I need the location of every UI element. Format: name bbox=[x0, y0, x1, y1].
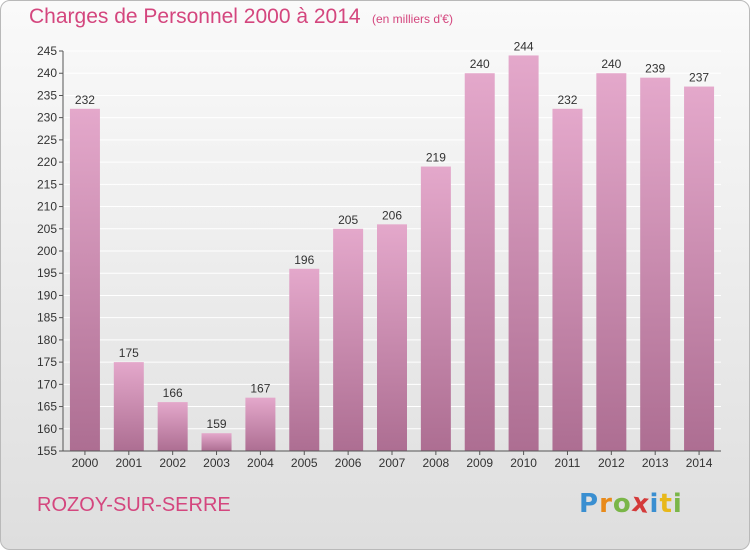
bar bbox=[69, 108, 100, 452]
bar-value-label: 167 bbox=[250, 382, 270, 396]
y-tick-label: 230 bbox=[37, 111, 57, 125]
chart-subtitle: (en milliers d'€) bbox=[372, 12, 453, 26]
x-tick-label: 2000 bbox=[72, 456, 99, 470]
bars: 232 175 166 159 167 196 205 206 219 240 244 232 240 2… bbox=[69, 39, 715, 452]
bar bbox=[289, 268, 320, 451]
bar bbox=[596, 73, 627, 451]
bar-value-label: 159 bbox=[207, 417, 227, 431]
bar bbox=[157, 402, 188, 451]
x-tick-label: 2011 bbox=[555, 456, 581, 470]
bar bbox=[552, 108, 583, 452]
y-tick-label: 195 bbox=[37, 266, 57, 280]
x-tick-label: 2008 bbox=[423, 456, 450, 470]
y-tick-label: 235 bbox=[37, 88, 57, 102]
y-tick-label: 155 bbox=[37, 444, 57, 458]
x-tick-label: 2006 bbox=[335, 456, 362, 470]
y-tick-label: 240 bbox=[37, 66, 57, 80]
bar-value-label: 175 bbox=[119, 346, 139, 360]
logo-letter: i bbox=[672, 489, 683, 519]
bar-value-label: 206 bbox=[382, 208, 402, 222]
x-tick-label: 2005 bbox=[291, 456, 318, 470]
bar bbox=[201, 433, 232, 451]
y-tick-label: 225 bbox=[37, 133, 57, 147]
x-tick-label: 2010 bbox=[510, 456, 537, 470]
bar bbox=[508, 55, 539, 451]
y-tick-label: 220 bbox=[37, 155, 57, 169]
bar bbox=[684, 86, 715, 452]
bar bbox=[245, 397, 276, 451]
y-tick-label: 175 bbox=[37, 355, 57, 369]
logo-letter: r bbox=[599, 489, 613, 519]
y-tick-label: 180 bbox=[37, 333, 57, 347]
axes: 155 160 165 170 175 180 185 190 195 200 205 210 215 2… bbox=[37, 44, 721, 470]
bar-value-label: 166 bbox=[163, 386, 183, 400]
y-tick-label: 200 bbox=[37, 244, 57, 258]
bar bbox=[333, 228, 364, 451]
logo-letter: i bbox=[649, 489, 660, 519]
x-tick-label: 2002 bbox=[159, 456, 186, 470]
y-tick-label: 215 bbox=[37, 177, 57, 191]
bar-value-label: 232 bbox=[557, 93, 577, 107]
chart-title: Charges de Personnel 2000 à 2014 bbox=[29, 5, 361, 28]
x-tick-label: 2014 bbox=[686, 456, 713, 470]
y-tick-label: 245 bbox=[37, 44, 57, 58]
x-tick-label: 2007 bbox=[379, 456, 406, 470]
bar-value-label: 196 bbox=[294, 253, 314, 267]
bar-value-label: 240 bbox=[601, 57, 621, 71]
y-tick-label: 210 bbox=[37, 200, 57, 214]
bar-value-label: 244 bbox=[514, 39, 534, 53]
bar-value-label: 205 bbox=[338, 213, 358, 227]
bar-value-label: 232 bbox=[75, 93, 95, 107]
y-tick-label: 160 bbox=[37, 422, 57, 436]
bar bbox=[640, 77, 671, 452]
x-tick-label: 2003 bbox=[203, 456, 230, 470]
logo-letter: x bbox=[629, 487, 652, 521]
logo-letter: P bbox=[579, 489, 600, 519]
x-tick-label: 2012 bbox=[598, 456, 625, 470]
bar-value-label: 240 bbox=[470, 57, 490, 71]
y-tick-label: 205 bbox=[37, 222, 57, 236]
bar-value-label: 219 bbox=[426, 151, 446, 165]
commune-name: ROZOY-SUR-SERRE bbox=[37, 494, 231, 516]
bar bbox=[113, 362, 144, 451]
bar-value-label: 239 bbox=[645, 62, 665, 76]
x-tick-label: 2001 bbox=[115, 456, 142, 470]
x-tick-label: 2013 bbox=[642, 456, 669, 470]
bar bbox=[420, 166, 451, 452]
x-tick-label: 2004 bbox=[247, 456, 274, 470]
logo-letter: t bbox=[659, 489, 673, 519]
x-tick-label: 2009 bbox=[466, 456, 493, 470]
logo-letter: o bbox=[612, 489, 632, 519]
y-tick-label: 185 bbox=[37, 311, 57, 325]
y-tick-label: 170 bbox=[37, 377, 57, 391]
y-tick-label: 165 bbox=[37, 400, 57, 414]
proxiti-logo[interactable]: Proxiti bbox=[579, 487, 683, 521]
bar bbox=[377, 224, 407, 451]
bar bbox=[464, 73, 495, 451]
y-tick-label: 190 bbox=[37, 288, 57, 302]
bar-value-label: 237 bbox=[689, 71, 709, 85]
